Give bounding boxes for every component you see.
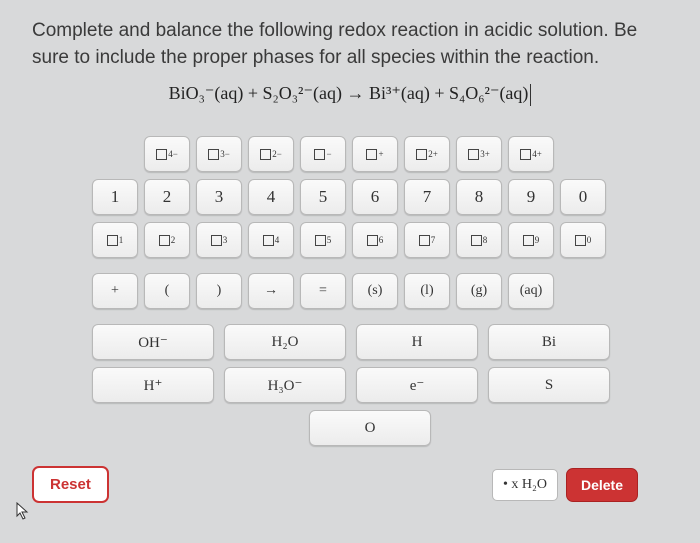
key-0[interactable]: 0 (560, 179, 606, 215)
key-sub-9[interactable]: 9 (508, 222, 554, 258)
eq-plus2: + (434, 83, 444, 103)
key-5[interactable]: 5 (300, 179, 346, 215)
key-sub-4[interactable]: 4 (248, 222, 294, 258)
key-phase-l[interactable]: (l) (404, 273, 450, 309)
key-charge-3minus[interactable]: 3− (196, 136, 242, 172)
xh2o-button[interactable]: • x H₂O (492, 469, 558, 501)
key-6[interactable]: 6 (352, 179, 398, 215)
key-charge-2minus[interactable]: 2− (248, 136, 294, 172)
key-charge-2plus[interactable]: 2+ (404, 136, 450, 172)
key-h2o[interactable]: H₂O (224, 324, 346, 360)
eq-rhs2: S₄O₆²⁻(aq) (449, 83, 528, 103)
spacer (92, 136, 138, 172)
key-sub-0[interactable]: 0 (560, 222, 606, 258)
key-s[interactable]: S (488, 367, 610, 403)
reset-button[interactable]: Reset (32, 466, 109, 503)
key-equals[interactable]: = (300, 273, 346, 309)
key-electron[interactable]: e⁻ (356, 367, 478, 403)
eq-lhs1: BiO₃⁻(aq) (169, 83, 244, 103)
key-h3o[interactable]: H₃O⁻ (224, 367, 346, 403)
text-cursor (530, 84, 531, 106)
key-arrow[interactable]: → (248, 273, 294, 309)
key-lparen[interactable]: ( (144, 273, 190, 309)
key-4[interactable]: 4 (248, 179, 294, 215)
key-h[interactable]: H (356, 324, 478, 360)
eq-lhs2: S₂O₃²⁻(aq) (263, 83, 342, 103)
equation-display[interactable]: BiO₃⁻(aq) + S₂O₃²⁻(aq) → Bi³⁺(aq) + S₄O₆… (32, 83, 668, 106)
key-rparen[interactable]: ) (196, 273, 242, 309)
key-oh-minus[interactable]: OH⁻ (92, 324, 214, 360)
key-charge-4plus[interactable]: 4+ (508, 136, 554, 172)
key-3[interactable]: 3 (196, 179, 242, 215)
question-prompt: Complete and balance the following redox… (32, 18, 668, 71)
key-charge-minus[interactable]: − (300, 136, 346, 172)
key-sub-6[interactable]: 6 (352, 222, 398, 258)
delete-button[interactable]: Delete (566, 468, 638, 502)
key-9[interactable]: 9 (508, 179, 554, 215)
key-bi[interactable]: Bi (488, 324, 610, 360)
key-charge-plus[interactable]: + (352, 136, 398, 172)
key-8[interactable]: 8 (456, 179, 502, 215)
eq-arrow: → (346, 83, 364, 103)
key-charge-4minus[interactable]: 4− (144, 136, 190, 172)
key-o[interactable]: O (309, 410, 431, 446)
key-7[interactable]: 7 (404, 179, 450, 215)
key-plus[interactable]: + (92, 273, 138, 309)
key-h-plus[interactable]: H⁺ (92, 367, 214, 403)
mouse-cursor-icon (16, 502, 30, 523)
key-sub-2[interactable]: 2 (144, 222, 190, 258)
key-1[interactable]: 1 (92, 179, 138, 215)
key-2[interactable]: 2 (144, 179, 190, 215)
key-phase-aq[interactable]: (aq) (508, 273, 554, 309)
key-phase-g[interactable]: (g) (456, 273, 502, 309)
eq-plus1: + (248, 83, 258, 103)
key-sub-7[interactable]: 7 (404, 222, 450, 258)
key-sub-1[interactable]: 1 (92, 222, 138, 258)
key-sub-5[interactable]: 5 (300, 222, 346, 258)
key-phase-s[interactable]: (s) (352, 273, 398, 309)
key-charge-3plus[interactable]: 3+ (456, 136, 502, 172)
key-sub-8[interactable]: 8 (456, 222, 502, 258)
key-sub-3[interactable]: 3 (196, 222, 242, 258)
keypad: 4− 3− 2− − + 2+ 3+ 4+ 1 2 3 4 5 6 7 8 9 … (32, 136, 668, 446)
eq-rhs1: Bi³⁺(aq) (369, 83, 430, 103)
